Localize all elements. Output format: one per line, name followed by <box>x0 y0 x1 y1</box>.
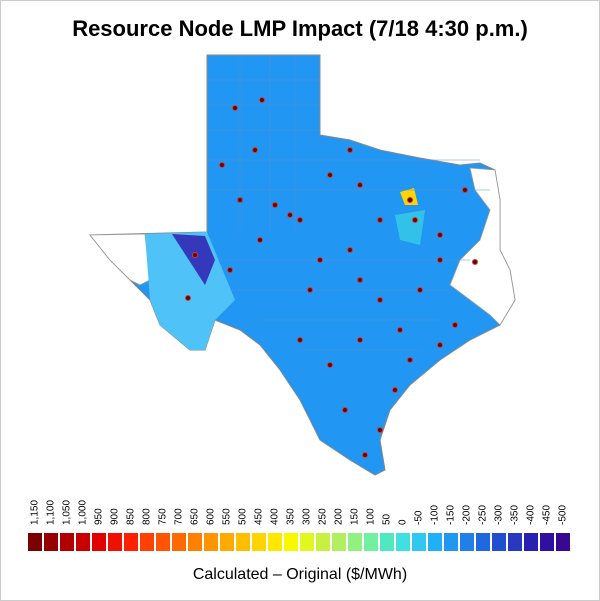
legend-swatch <box>188 533 202 551</box>
legend-swatch <box>284 533 298 551</box>
legend-label: Calculated – Original ($/MWh) <box>193 566 407 583</box>
legend-tick-label: 950 <box>94 508 105 525</box>
legend-tick-label: -350 <box>510 505 521 525</box>
legend-swatch <box>108 533 122 551</box>
legend-tick-label: 850 <box>126 508 137 525</box>
legend-tick-label: 250 <box>318 508 329 525</box>
legend-swatch <box>332 533 346 551</box>
legend-tick-label: 700 <box>174 508 185 525</box>
legend-swatch <box>156 533 170 551</box>
legend-swatch <box>492 533 506 551</box>
legend-tick-label: -50 <box>414 510 425 525</box>
legend-tick-label: -200 <box>462 505 473 525</box>
legend-swatch <box>348 533 362 551</box>
legend-tick-label: 800 <box>142 508 153 525</box>
legend-tick-label: 0 <box>398 519 409 525</box>
legend-swatch <box>428 533 442 551</box>
legend-tick-label: 750 <box>158 508 169 525</box>
legend-swatch <box>252 533 266 551</box>
legend-tick-label: 1,100 <box>46 500 57 525</box>
legend: 1,150 1,100 1,050 1,000 950 900 850 800 750 700 65… <box>28 500 570 551</box>
legend-tick-label: -100 <box>430 505 441 525</box>
legend-tick-label: 550 <box>222 508 233 525</box>
legend-swatch <box>396 533 410 551</box>
legend-swatch <box>28 533 42 551</box>
legend-tick-label: -250 <box>478 505 489 525</box>
county-lines <box>207 55 490 351</box>
legend-swatch <box>140 533 154 551</box>
legend-swatch <box>476 533 490 551</box>
legend-swatch <box>44 533 58 551</box>
legend-swatch <box>236 533 250 551</box>
legend-tick-label: 350 <box>286 508 297 525</box>
legend-tick-label: 600 <box>206 508 217 525</box>
legend-tick-label: -400 <box>526 505 537 525</box>
legend-swatch <box>60 533 74 551</box>
legend-swatch <box>412 533 426 551</box>
legend-swatch <box>556 533 570 551</box>
hotspot-west <box>172 234 215 285</box>
legend-tick-label: 1,150 <box>30 500 41 525</box>
legend-tick-label: 900 <box>110 508 121 525</box>
east-region <box>449 167 516 326</box>
legend-tick-label: 400 <box>270 508 281 525</box>
legend-tick-label: 1,000 <box>78 500 89 525</box>
legend-swatch <box>92 533 106 551</box>
legend-swatch <box>508 533 522 551</box>
legend-tick-label: -450 <box>542 505 553 525</box>
title: Resource Node LMP Impact (7/18 4:30 p.m.… <box>72 16 528 41</box>
legend-swatch <box>524 533 538 551</box>
legend-tick-label: 1,050 <box>62 500 73 525</box>
resource-nodes <box>185 97 478 458</box>
map <box>88 54 516 476</box>
legend-tick-label: 50 <box>382 513 393 525</box>
legend-tick-label: -300 <box>494 505 505 525</box>
legend-tick-label: 300 <box>302 508 313 525</box>
legend-swatch <box>204 533 218 551</box>
legend-swatch <box>540 533 554 551</box>
legend-tick-label: 150 <box>350 508 361 525</box>
legend-tick-label: 100 <box>366 508 377 525</box>
legend-swatch <box>364 533 378 551</box>
legend-swatch <box>220 533 234 551</box>
legend-swatch <box>460 533 474 551</box>
legend-tick-label: 500 <box>238 508 249 525</box>
legend-tick-label: 200 <box>334 508 345 525</box>
legend-swatch <box>380 533 394 551</box>
legend-swatch <box>124 533 138 551</box>
legend-swatch <box>300 533 314 551</box>
legend-swatch <box>76 533 90 551</box>
hotspot-east <box>400 188 418 205</box>
legend-swatch <box>444 533 458 551</box>
legend-swatch <box>172 533 186 551</box>
legend-tick-label: 450 <box>254 508 265 525</box>
legend-tick-label: -500 <box>558 505 569 525</box>
legend-tick-label: 650 <box>190 508 201 525</box>
legend-swatch <box>268 533 282 551</box>
legend-tick-label: -150 <box>446 505 457 525</box>
legend-swatch <box>316 533 330 551</box>
